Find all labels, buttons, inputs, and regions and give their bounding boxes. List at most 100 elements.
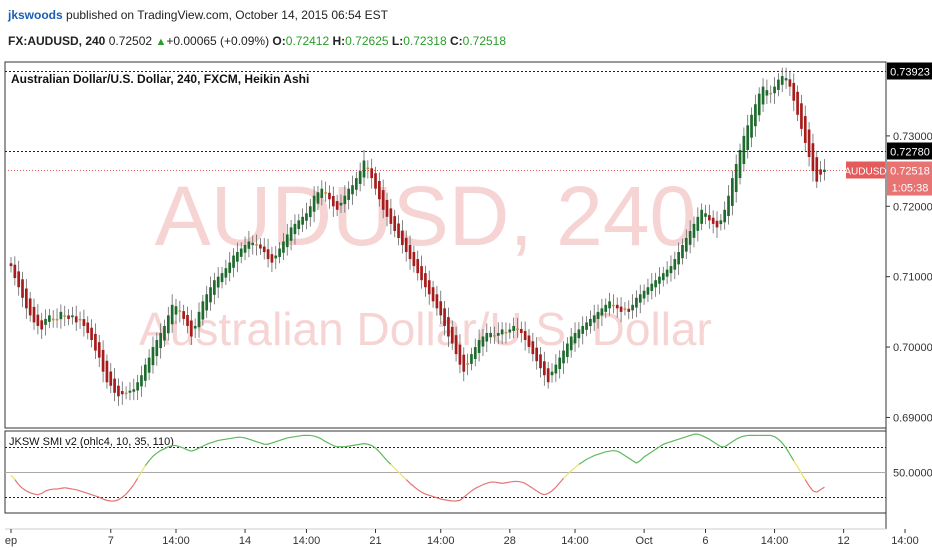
smi-segment xyxy=(22,487,27,492)
smi-segment xyxy=(118,496,123,501)
author-link[interactable]: jkswoods xyxy=(8,8,63,22)
smi-segment xyxy=(509,480,514,483)
smi-segment xyxy=(352,444,357,447)
smi-segment xyxy=(785,447,791,455)
candle-body xyxy=(182,311,186,319)
smi-segment xyxy=(800,472,806,480)
smi-segment xyxy=(283,437,288,440)
smi-segment xyxy=(789,454,795,461)
smi-segment xyxy=(808,485,814,492)
candle-body xyxy=(86,322,90,333)
high-label: H: xyxy=(332,34,346,48)
smi-segment xyxy=(294,435,299,438)
candle-body xyxy=(788,79,792,87)
smi-segment xyxy=(793,460,799,468)
candle-body xyxy=(216,276,220,288)
smi-segment xyxy=(770,434,775,438)
candle-body xyxy=(719,220,723,225)
candle-body xyxy=(807,129,811,158)
smi-segment xyxy=(133,477,139,485)
smi-segment xyxy=(559,477,564,484)
candle-body xyxy=(178,310,182,312)
candle-body xyxy=(780,76,784,85)
candle-body xyxy=(285,234,289,248)
smi-segment xyxy=(160,448,165,452)
candle-body xyxy=(105,360,109,383)
candle-body xyxy=(343,195,347,205)
smi-segment xyxy=(64,487,69,489)
smi-segment xyxy=(628,457,633,462)
smi-segment xyxy=(467,490,472,495)
candle-body xyxy=(431,287,435,302)
candle-body xyxy=(681,245,684,259)
smi-segment xyxy=(544,492,549,496)
smi-segment xyxy=(152,452,158,457)
candle-body xyxy=(328,192,331,200)
publish-info: published on TradingView.com, October 14… xyxy=(66,8,389,22)
smi-segment xyxy=(494,481,499,484)
candle-body xyxy=(742,135,746,165)
smi-segment xyxy=(106,499,111,502)
smi-segment xyxy=(76,489,81,492)
candle-body xyxy=(711,217,715,224)
smi-segment xyxy=(60,487,65,489)
candle-body xyxy=(700,209,704,224)
smi-segment xyxy=(616,450,622,454)
smi-segment xyxy=(601,451,606,454)
candle-body xyxy=(44,318,47,325)
candle-body xyxy=(124,392,128,395)
level-tag xyxy=(887,62,932,80)
open-value: 0.72412 xyxy=(285,34,330,48)
candle-body xyxy=(619,306,623,312)
candle-body xyxy=(738,149,742,179)
candle-body xyxy=(186,315,189,326)
up-arrow-icon: ▲ xyxy=(155,36,167,48)
candle-body xyxy=(36,314,40,326)
close-label: C: xyxy=(449,34,463,48)
candle-body xyxy=(236,252,239,262)
candle-body xyxy=(320,188,324,198)
smi-segment xyxy=(540,492,545,496)
candle-body xyxy=(312,195,316,212)
candle-body xyxy=(754,104,757,127)
candle-body xyxy=(539,354,542,369)
candle-body xyxy=(715,220,719,228)
last-value: 0.72502 xyxy=(108,34,153,48)
candle-body xyxy=(527,335,531,348)
candle-body xyxy=(59,311,63,320)
symbol-tag-label: AUDUSD xyxy=(844,167,886,178)
price-tick-label: 0.69000 xyxy=(893,412,932,424)
change-value: +0.00065 (+0.09%) xyxy=(166,34,270,48)
candle-body xyxy=(493,335,496,337)
smi-segment xyxy=(267,442,273,445)
candle-body xyxy=(247,241,251,249)
candle-body xyxy=(366,167,370,170)
smi-segment xyxy=(256,441,261,444)
candle-body xyxy=(347,188,350,200)
time-tick-label: 14:00 xyxy=(162,535,190,547)
smi-segment xyxy=(578,461,584,465)
smi-segment xyxy=(41,490,46,494)
smi-segment xyxy=(521,481,526,484)
smi-segment xyxy=(33,493,38,496)
candle-body xyxy=(784,78,788,81)
smi-segment xyxy=(386,460,392,465)
smi-segment xyxy=(356,443,361,446)
candle-body xyxy=(658,276,661,284)
smi-segment xyxy=(774,436,779,440)
candle-body xyxy=(707,215,711,221)
candle-body xyxy=(316,192,320,204)
publish-line: jkswoods published on TradingView.com, O… xyxy=(8,8,388,22)
smi-segment xyxy=(732,438,737,443)
smi-segment xyxy=(179,446,184,449)
candle-body xyxy=(512,325,515,331)
candle-body xyxy=(189,320,193,337)
candle-body xyxy=(435,294,439,309)
candle-body xyxy=(757,93,761,116)
candle-body xyxy=(331,196,335,207)
candle-body xyxy=(239,248,243,257)
smi-segment xyxy=(344,445,349,448)
candle-body xyxy=(109,371,113,386)
watermark-name: Australian Dollar/U.S. Dollar xyxy=(139,303,712,355)
